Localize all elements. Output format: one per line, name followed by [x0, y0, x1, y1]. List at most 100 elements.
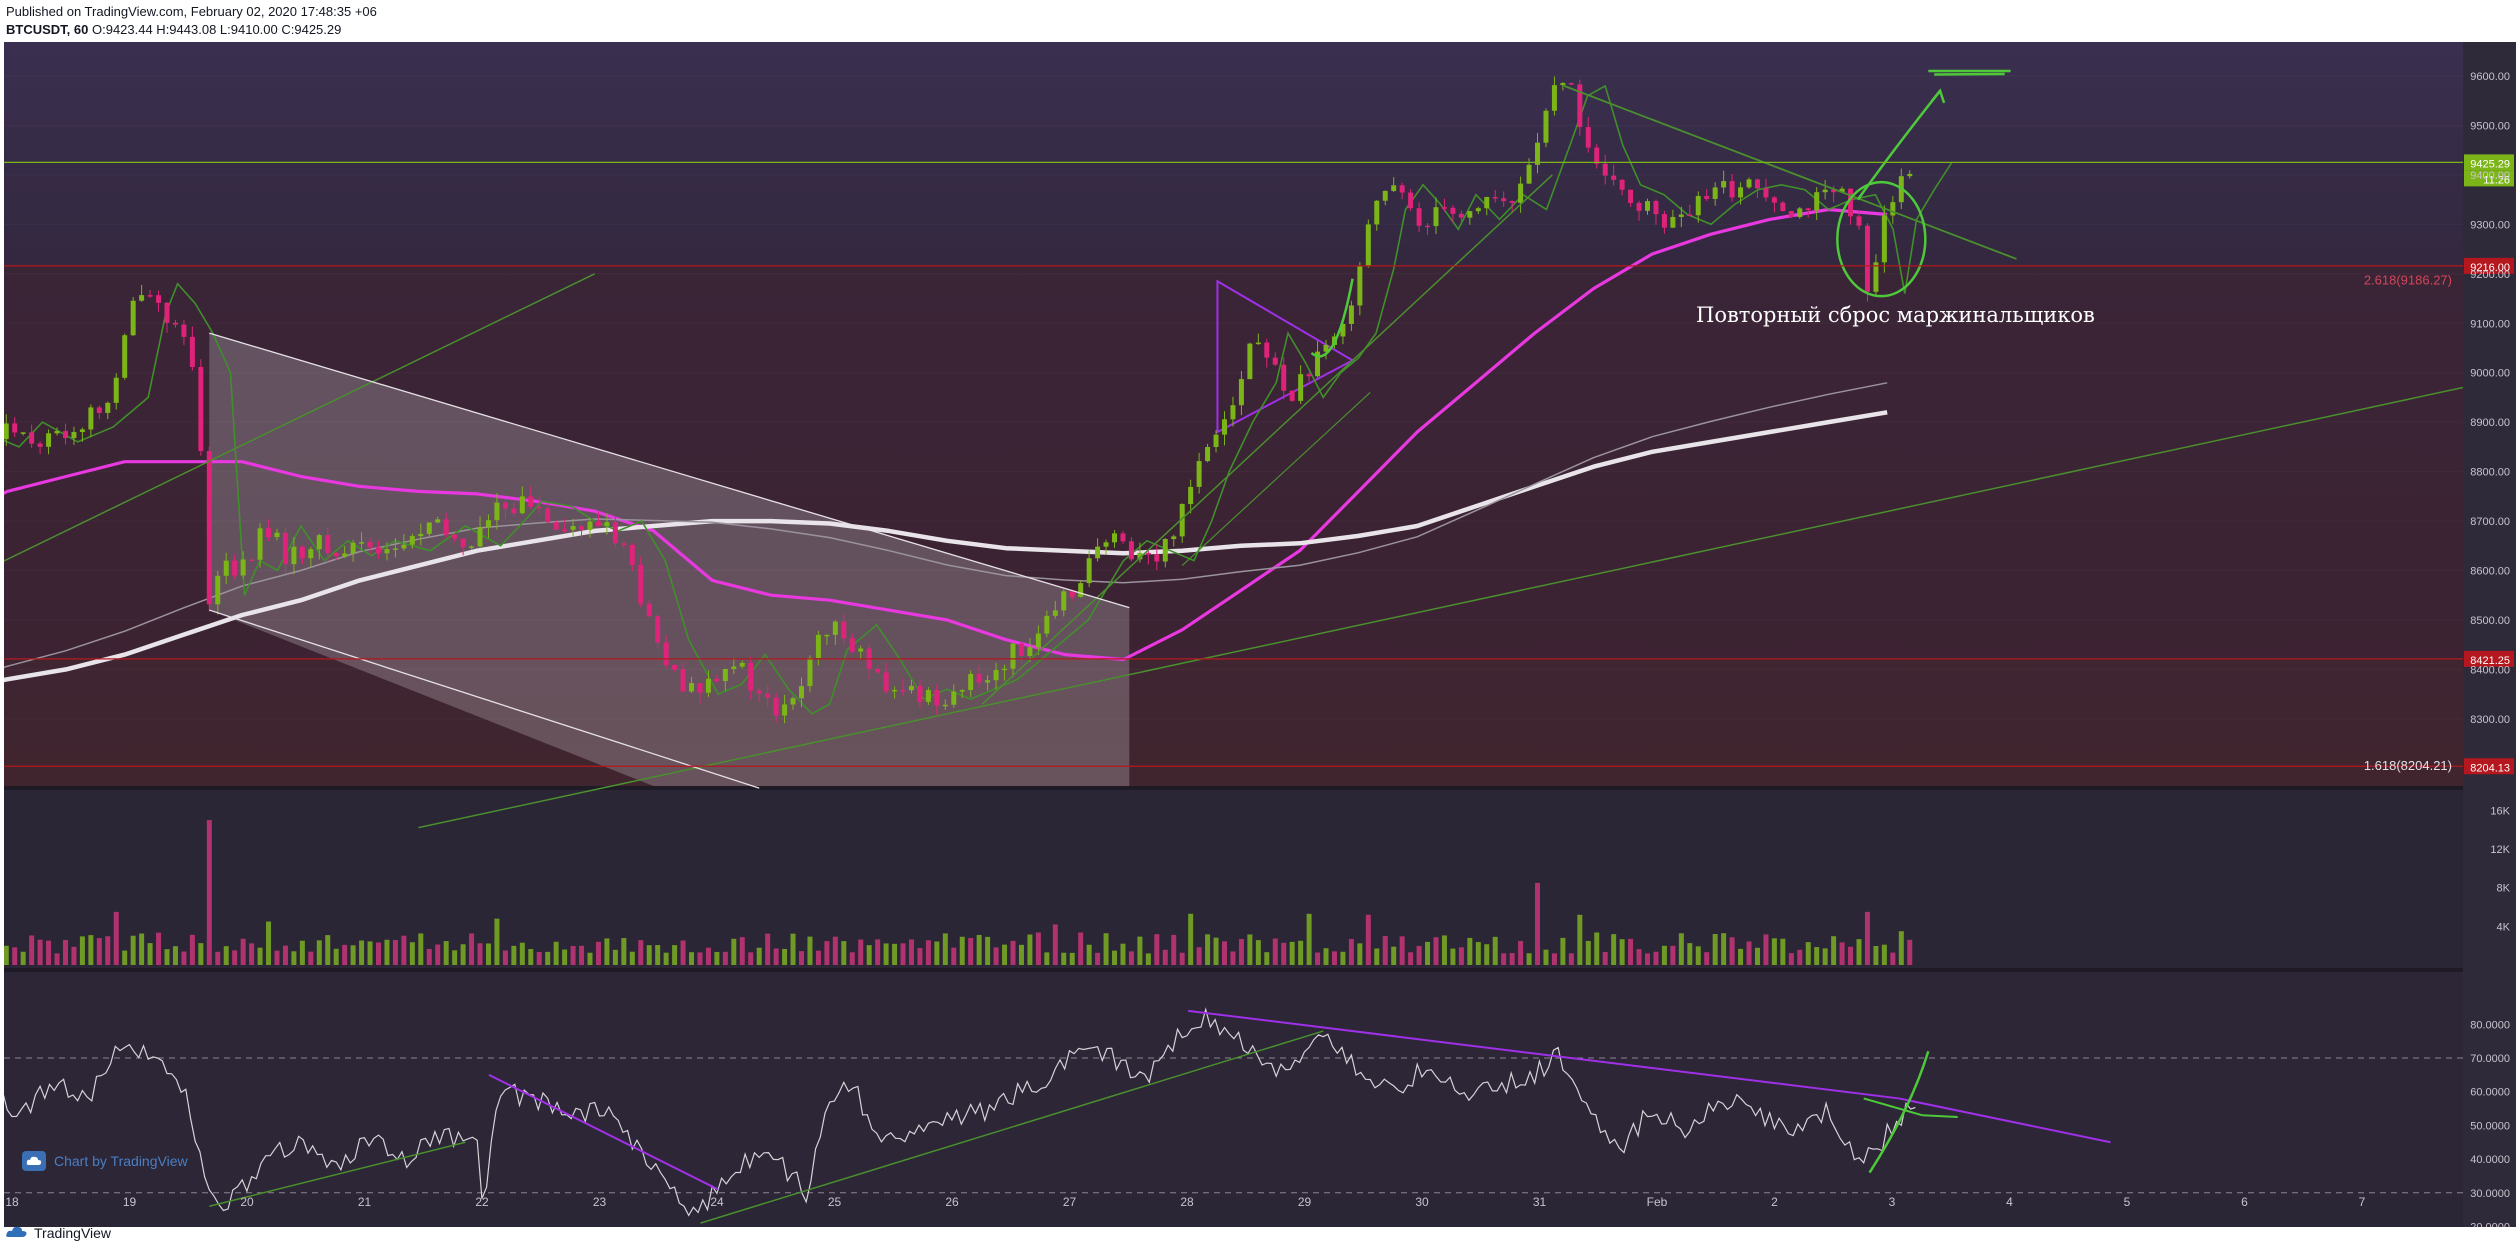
candle [629, 542, 635, 571]
candle-body [1754, 179, 1760, 189]
candle-body [342, 553, 348, 556]
candle-body [79, 429, 85, 433]
oscillator-trendline[interactable] [1187, 1009, 1900, 1100]
trendline[interactable] [209, 332, 1130, 609]
volume-bar [976, 934, 982, 965]
candle-body [595, 521, 601, 526]
candle-body [156, 295, 162, 303]
volume-bar [1331, 951, 1337, 965]
candle [266, 519, 272, 541]
candle [680, 662, 686, 693]
watermark[interactable]: Chart by TradingView [22, 1149, 222, 1173]
candle [739, 660, 745, 669]
candle [1458, 210, 1464, 224]
cloud-icon [22, 1151, 46, 1171]
volume-bar [443, 941, 449, 965]
fib-level-label: 2.618(9186.27) [2364, 273, 2452, 288]
volume-bar [1526, 953, 1532, 965]
candle [1298, 365, 1304, 404]
oscillator-trendline[interactable] [1898, 1097, 2111, 1144]
volume-bar [1002, 944, 1008, 965]
trendline[interactable] [1563, 85, 2017, 260]
candle-body [1721, 181, 1727, 188]
trendline[interactable] [418, 386, 2464, 829]
oscillator-tick-label: 50.0000 [2470, 1120, 2510, 1132]
volume-bar [223, 946, 229, 965]
candle-body [790, 698, 796, 705]
volume-bar [477, 943, 483, 965]
oscillator-trendline[interactable] [209, 1141, 466, 1208]
candle-body [1281, 364, 1287, 391]
volume-bar [502, 950, 508, 965]
candle [342, 545, 348, 559]
trendline[interactable] [1181, 392, 1371, 566]
candle-body [621, 543, 627, 545]
volume-bar [765, 933, 771, 965]
chart-canvas[interactable]: 9425.29 9216.00 8421.25 8204.13 11:26 2.618(9… [4, 42, 2516, 1227]
volume-bar [206, 820, 212, 965]
candle-body [1052, 610, 1058, 616]
candle-body [748, 662, 754, 691]
candle [1619, 178, 1625, 196]
pane-separator[interactable] [4, 968, 2516, 972]
candle-body [782, 704, 788, 716]
candle-body [824, 634, 830, 637]
footer: TradingView [6, 1222, 406, 1244]
candle [663, 634, 669, 669]
volume-bar [1340, 951, 1346, 965]
oscillator-trendline[interactable] [700, 1030, 1324, 1224]
trendline[interactable] [4, 273, 596, 605]
volume-bar [418, 933, 424, 965]
candle [925, 687, 931, 705]
candle-body [12, 423, 18, 433]
candle [646, 599, 652, 618]
candle-body [1467, 211, 1473, 218]
candle [1365, 219, 1371, 268]
volume-bar [595, 941, 601, 965]
oscillator-trendline[interactable] [488, 1073, 719, 1191]
candle [156, 290, 162, 312]
oscillator-trendline[interactable] [1922, 1114, 1958, 1118]
volume-bar [553, 941, 559, 965]
volume-bar [1145, 953, 1151, 965]
volume-bar [113, 911, 119, 965]
moving-average-line [4, 382, 1888, 669]
volume-bar [672, 945, 678, 965]
candle [756, 688, 762, 703]
candle [139, 284, 145, 302]
candle [223, 552, 229, 584]
trendline[interactable] [209, 609, 760, 789]
candle [1661, 210, 1667, 234]
oscillator-tick-label: 60.0000 [2470, 1087, 2510, 1099]
trendline[interactable] [981, 174, 1553, 705]
oscillator-trendline[interactable] [1863, 1097, 1923, 1117]
volume-bar [181, 951, 187, 965]
candle [612, 516, 618, 548]
volume-bar [562, 949, 568, 965]
volume-bar [1805, 942, 1811, 965]
candle [1238, 371, 1244, 416]
candle [1213, 430, 1219, 453]
volume-bar [1856, 939, 1862, 965]
volume-bar [232, 950, 238, 965]
pane-separator[interactable] [4, 786, 2516, 790]
volume-bar [1450, 948, 1456, 965]
volume-bar [46, 940, 52, 965]
moving-average-line [4, 410, 1888, 683]
candle [519, 486, 525, 515]
candle [1805, 207, 1811, 218]
price-axis[interactable] [2463, 42, 2516, 1227]
candle [570, 518, 576, 537]
candle [392, 538, 398, 558]
volume-bar [621, 938, 627, 965]
candle [409, 533, 415, 549]
volume-bar [291, 951, 297, 965]
chart-area[interactable]: 9425.29 9216.00 8421.25 8204.13 11:26 2.618(9… [4, 42, 2516, 1227]
candle-body [579, 526, 585, 530]
price-tick-label: 9600.00 [2470, 71, 2510, 83]
volume-bar [469, 933, 475, 965]
candle [807, 655, 813, 693]
volume-bar [1061, 952, 1067, 965]
candle-body [985, 680, 991, 683]
candle [181, 320, 187, 345]
